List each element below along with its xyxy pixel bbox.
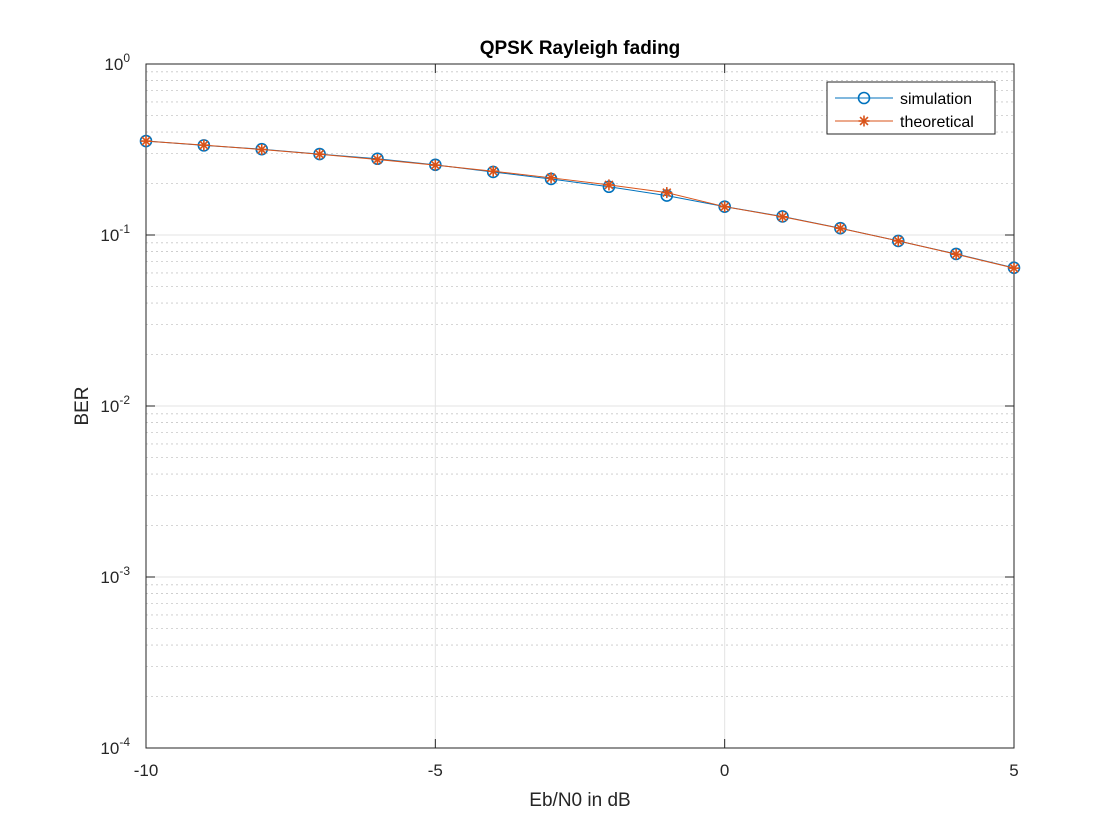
- chart-title: QPSK Rayleigh fading: [480, 38, 681, 59]
- star-stroke: [604, 180, 614, 190]
- y-tick-base: 10: [100, 397, 119, 416]
- legend-marker-simulation: [857, 91, 871, 105]
- star-stroke: [835, 223, 845, 233]
- y-tick-label: 10-3: [100, 564, 130, 587]
- theoretical-point: [371, 153, 383, 165]
- y-tick-exponent: -4: [119, 735, 130, 749]
- theoretical-point: [256, 144, 268, 156]
- theoretical-point: [140, 135, 152, 147]
- theoretical-point: [661, 187, 673, 199]
- theoretical-point: [603, 179, 615, 191]
- y-tick-base: 10: [100, 226, 119, 245]
- theoretical-point: [834, 222, 846, 234]
- theoretical-line: [145, 140, 1015, 269]
- star-stroke: [430, 160, 440, 170]
- x-tick-label: 0: [720, 761, 729, 780]
- star-stroke: [546, 173, 556, 183]
- star-stroke: [141, 136, 151, 146]
- star-stroke: [315, 149, 325, 159]
- y-tick-exponent: -1: [119, 222, 130, 236]
- x-tick-label: 5: [1009, 761, 1018, 780]
- theoretical-point: [1008, 262, 1020, 274]
- star-stroke: [893, 236, 903, 246]
- x-tick-label: -10: [134, 761, 159, 780]
- y-axis-label: BER: [72, 386, 93, 425]
- theoretical-point: [314, 148, 326, 160]
- legend-label-theoretical: theoretical: [900, 114, 974, 131]
- theoretical-point: [777, 211, 789, 223]
- theoretical-point: [719, 201, 731, 213]
- legend-label-simulation: simulation: [900, 91, 972, 108]
- star-stroke: [720, 202, 730, 212]
- y-tick-base: 10: [100, 568, 119, 587]
- theoretical-point: [545, 172, 557, 184]
- x-tick-label: -5: [428, 761, 443, 780]
- x-axis-label: Eb/N0 in dB: [529, 790, 630, 811]
- star-stroke: [1009, 263, 1019, 273]
- star-stroke: [951, 249, 961, 259]
- theoretical-point: [892, 235, 904, 247]
- y-tick-exponent: -2: [119, 393, 130, 407]
- y-tick-label: 100: [104, 51, 130, 74]
- legend-marker-theoretical: [858, 115, 870, 127]
- star-stroke: [859, 116, 869, 126]
- legend-box: [826, 81, 996, 135]
- theoretical-point: [950, 248, 962, 260]
- y-tick-exponent: -3: [119, 564, 130, 578]
- theoretical-point: [487, 165, 499, 177]
- axes-box: [145, 63, 1015, 749]
- y-tick-exponent: 0: [123, 51, 130, 65]
- y-tick-base: 10: [100, 739, 119, 758]
- star-stroke: [778, 212, 788, 222]
- series-theoretical: [140, 135, 1020, 274]
- theoretical-point: [198, 139, 210, 151]
- y-tick-base: 10: [104, 55, 123, 74]
- star-stroke: [662, 188, 672, 198]
- legend: simulation theoretical: [826, 81, 996, 135]
- star-stroke: [488, 166, 498, 176]
- y-tick-label: 10-2: [100, 393, 130, 416]
- theoretical-point: [429, 159, 441, 171]
- y-tick-label: 10-1: [100, 222, 130, 245]
- star-stroke: [199, 140, 209, 150]
- y-tick-label: 10-4: [100, 735, 130, 758]
- star-stroke: [372, 154, 382, 164]
- star-stroke: [257, 144, 267, 155]
